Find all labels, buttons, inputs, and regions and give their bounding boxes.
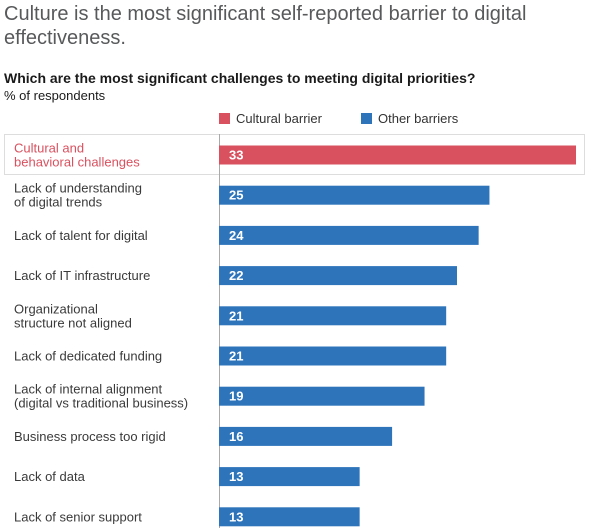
data-label-7: 19 [229,389,243,404]
bar-1 [219,145,576,165]
bar-7 [219,386,425,406]
legend-item-cultural: Cultural barrier [219,111,322,126]
data-label-6: 21 [229,349,243,364]
legend-swatch-cultural [219,113,230,124]
data-label-3: 24 [229,228,244,243]
data-label-8: 16 [229,429,243,444]
category-label-1: Cultural and behavioral challenges [14,141,140,170]
bar-3 [219,225,479,245]
category-label-line: Lack of talent for digital [14,228,148,243]
data-label-1: 33 [229,148,243,163]
legend-swatch-other [361,113,372,124]
bar-4 [219,266,457,286]
legend-label-other: Other barriers [378,111,459,126]
data-label-10: 13 [229,509,243,524]
category-label-line: behavioral challenges [14,155,140,170]
category-label-3: Lack of talent for digital [14,228,148,243]
category-label-6: Lack of dedicated funding [14,349,162,364]
category-label-line: Lack of internal alignment [14,382,163,397]
chart-subtitle: Which are the most significant challenge… [4,70,476,86]
bar-5 [219,306,447,326]
category-label-line: Lack of understanding [14,181,142,196]
category-label-8: Business process too rigid [14,429,166,444]
data-label-9: 13 [229,469,243,484]
category-label-line: Lack of data [14,469,86,484]
category-label-line: Organizational [14,301,98,316]
bar-6 [219,346,447,366]
category-label-line: (digital vs traditional business) [14,396,188,411]
category-label-9: Lack of data [14,469,86,484]
data-label-5: 21 [229,308,243,323]
bar-8 [219,426,393,446]
category-label-line: structure not aligned [14,315,132,330]
category-label-line: Business process too rigid [14,429,166,444]
category-label-4: Lack of IT infrastructure [14,268,150,283]
category-label-line: Lack of senior support [14,509,142,524]
category-label-line: Lack of dedicated funding [14,349,162,364]
category-label-5: Organizational structure not aligned [14,301,132,330]
data-label-2: 25 [229,188,243,203]
category-label-line: Lack of IT infrastructure [14,268,150,283]
unit-label: % of respondents [4,88,106,103]
highlight-box [4,134,585,175]
data-label-4: 22 [229,268,243,283]
bar-10 [219,507,360,527]
category-label-7: Lack of internal alignment (digital vs tr… [14,382,188,411]
legend: Cultural barrier Other barriers [0,111,594,127]
legend-item-other: Other barriers [361,111,458,126]
category-label-line: Cultural and [14,141,84,156]
category-label-line: of digital trends [14,195,103,210]
bar-2 [219,185,490,205]
category-label-2: Lack of understanding of digital trends [14,181,142,210]
category-label-10: Lack of senior support [14,509,142,524]
legend-label-cultural: Cultural barrier [236,111,322,126]
chart-title: Culture is the most significant self-rep… [4,3,527,49]
bar-9 [219,467,360,487]
